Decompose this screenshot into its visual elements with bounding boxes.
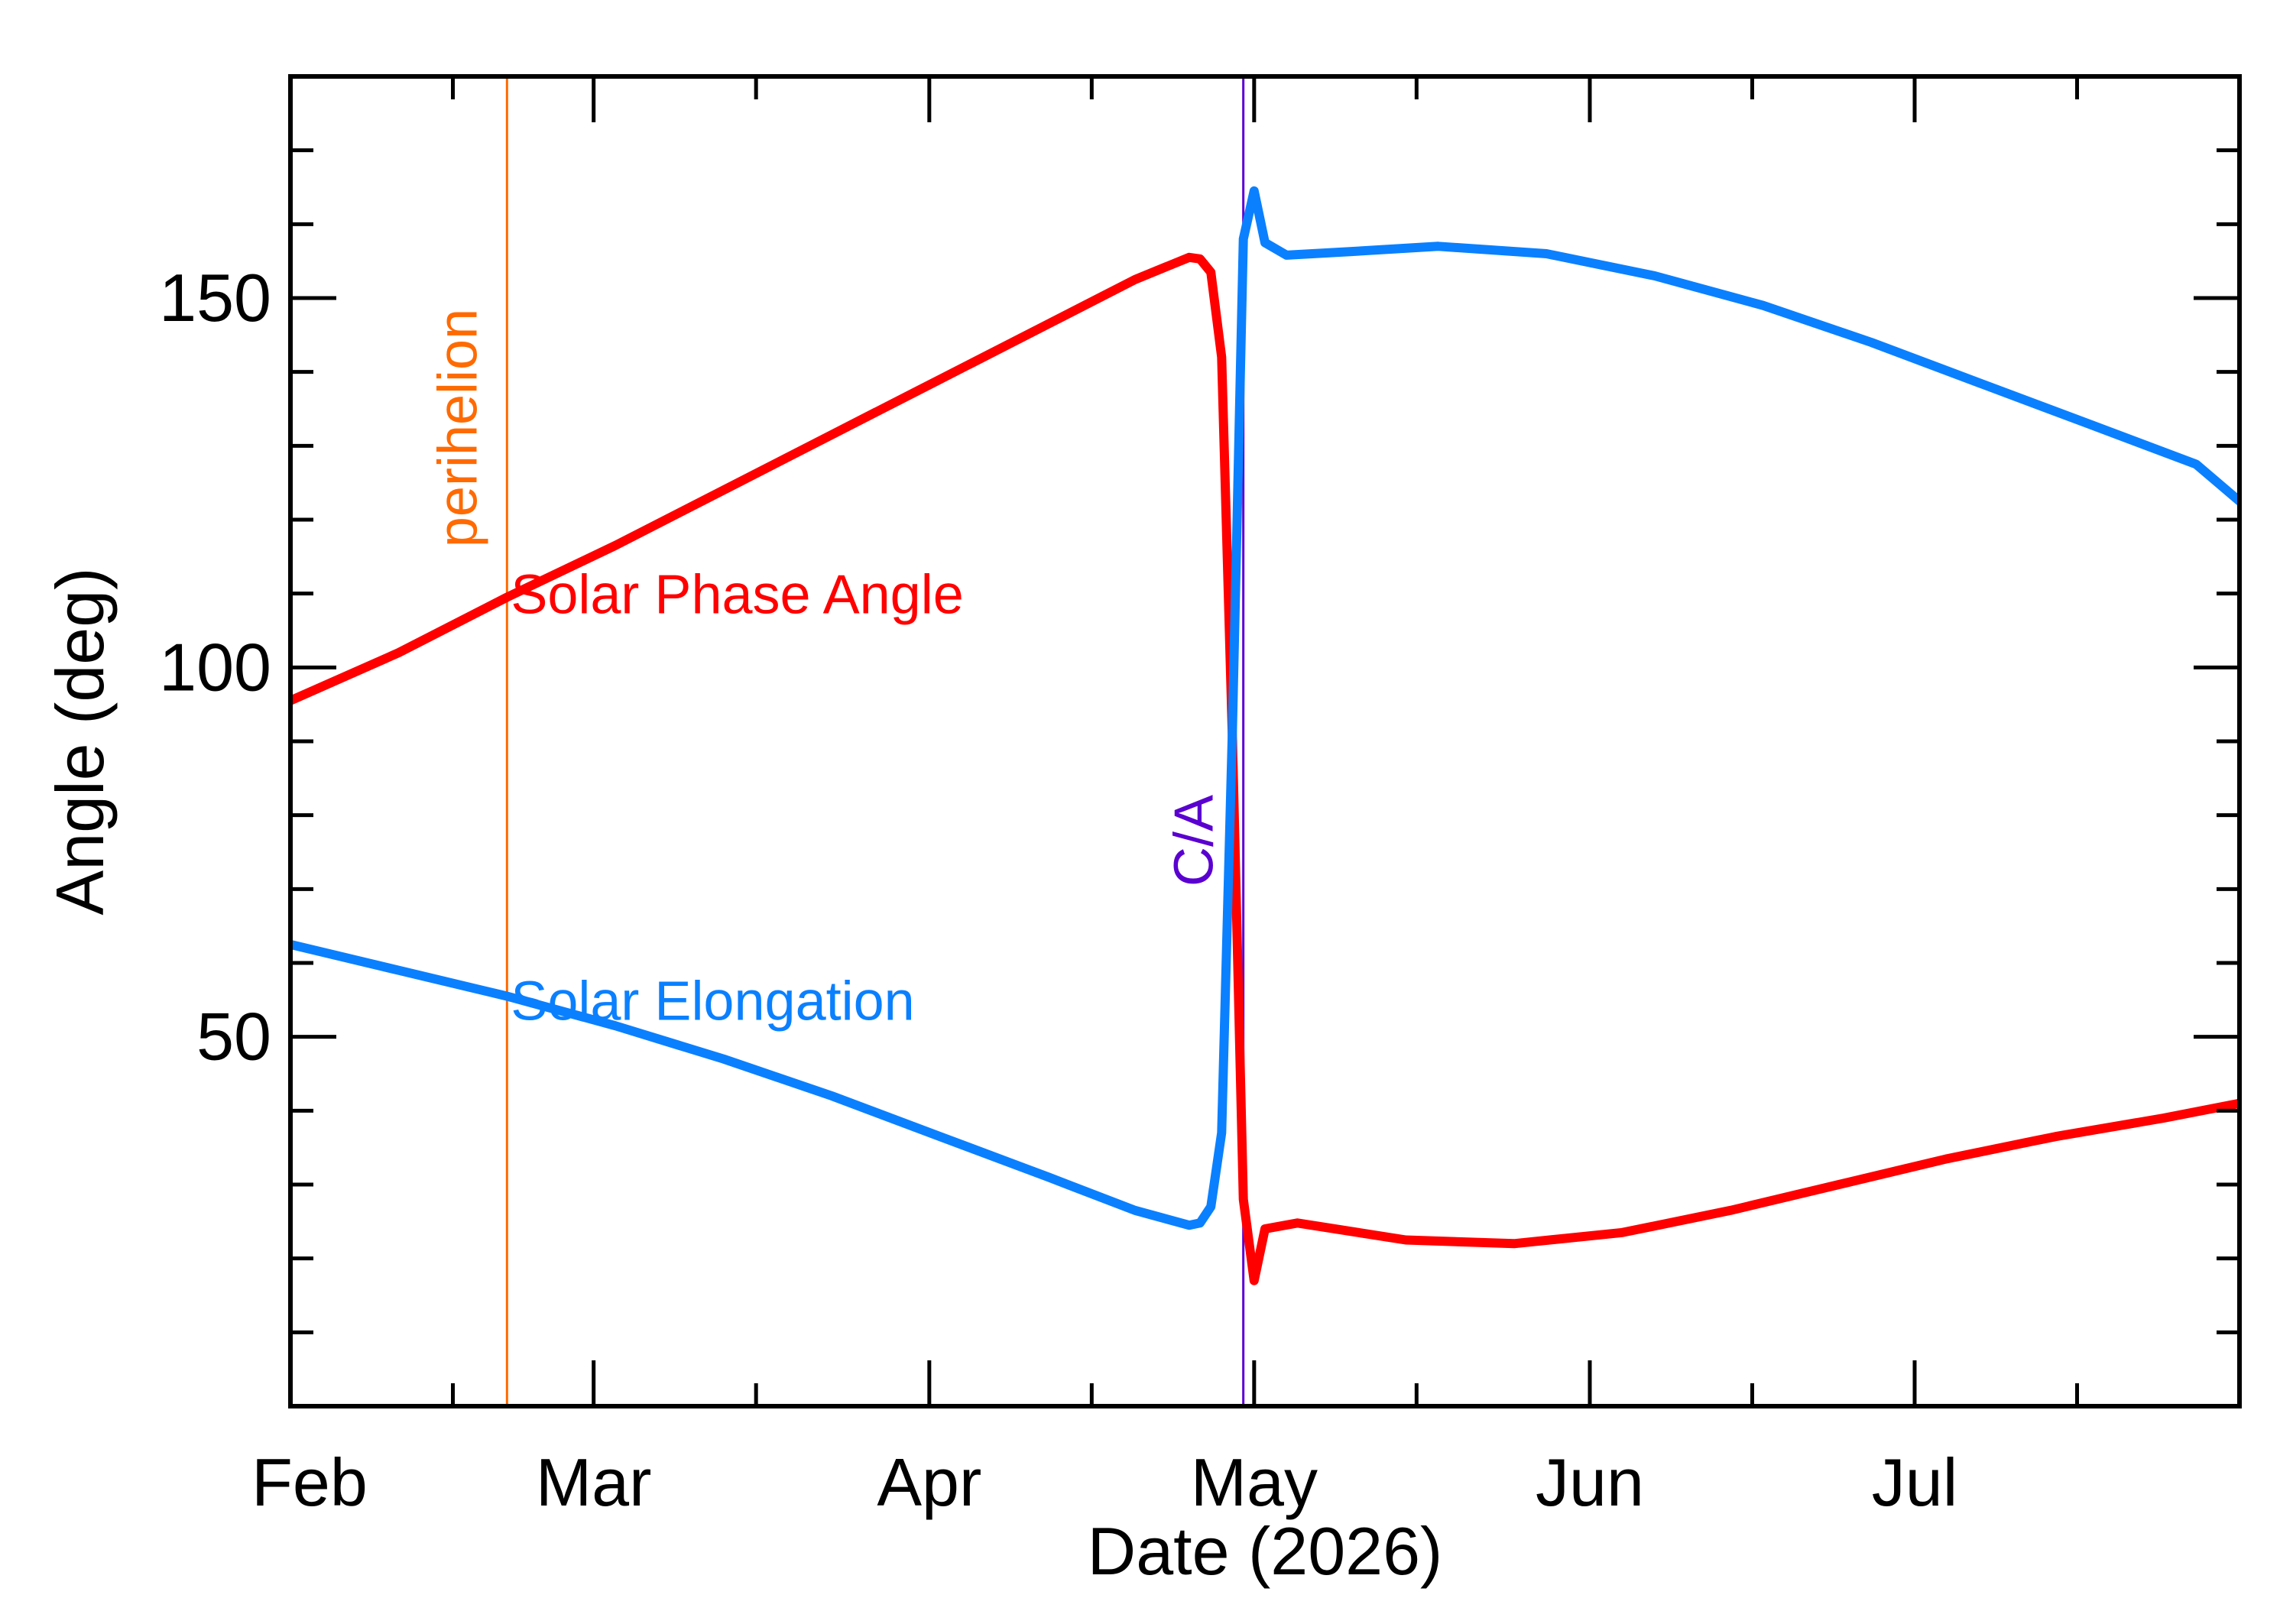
axis-ticks <box>288 76 2239 1406</box>
x-axis-title: Date (2026) <box>1088 1513 1443 1589</box>
series-label: Solar Elongation <box>511 971 914 1032</box>
y-axis-title: Angle (deg) <box>42 568 118 916</box>
series-line <box>290 186 2239 1230</box>
x-tick-label: Feb <box>251 1444 368 1520</box>
y-tick-label: 150 <box>159 260 271 335</box>
x-tick-label: Mar <box>536 1444 652 1520</box>
plot-area: perihelion C/A <box>290 76 2239 1406</box>
series-line <box>290 252 2239 1285</box>
plot-frame <box>288 74 2242 1408</box>
y-tick-label: 100 <box>159 629 271 705</box>
marker-label: C/A <box>1164 795 1225 887</box>
x-tick-label: Jun <box>1536 1444 1644 1520</box>
series-label: Solar Phase Angle <box>511 565 963 626</box>
x-tick-label: Jul <box>1872 1444 1958 1520</box>
axis-labels: Feb Mar Apr May Jun Jul 50 100 150 Solar Phase An… <box>159 260 1957 1520</box>
x-tick-label: May <box>1191 1444 1318 1520</box>
y-tick-label: 50 <box>196 999 271 1075</box>
marker-label: perihelion <box>427 309 488 547</box>
x-tick-label: Apr <box>877 1444 981 1520</box>
